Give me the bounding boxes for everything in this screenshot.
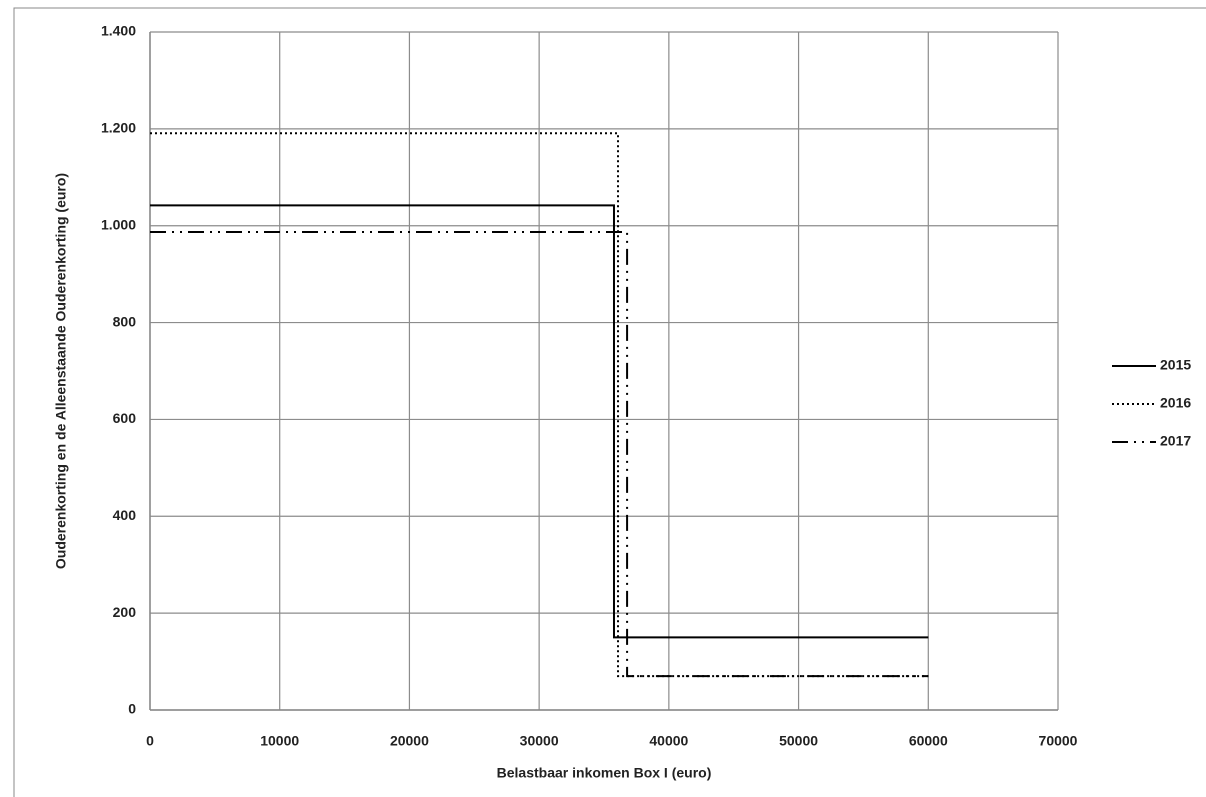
x-tick-label: 60000	[909, 733, 948, 749]
x-tick-label: 70000	[1039, 733, 1078, 749]
legend-label: 2016	[1160, 395, 1191, 411]
y-tick-label: 200	[113, 604, 137, 620]
x-axis-label: Belastbaar inkomen Box I (euro)	[497, 765, 712, 781]
series-line	[150, 204, 929, 639]
chart-frame	[13, 7, 1206, 797]
y-tick-label: 1.400	[101, 23, 136, 39]
y-tick-label: 1.000	[101, 216, 136, 232]
legend-label: 2015	[1160, 357, 1191, 373]
series-line	[150, 231, 929, 678]
x-tick-label: 40000	[649, 733, 688, 749]
legend-label: 2017	[1160, 433, 1191, 449]
y-tick-label: 600	[113, 410, 137, 426]
y-tick-label: 1.200	[101, 120, 136, 136]
x-tick-label: 10000	[260, 733, 299, 749]
y-tick-label: 0	[128, 701, 136, 717]
y-tick-label: 400	[113, 507, 137, 523]
y-axis-label: Ouderenkorting en de Alleenstaande Ouder…	[53, 173, 69, 569]
x-tick-label: 0	[146, 733, 154, 749]
x-tick-label: 50000	[779, 733, 818, 749]
y-tick-label: 800	[113, 313, 137, 329]
x-tick-label: 30000	[520, 733, 559, 749]
x-tick-label: 20000	[390, 733, 429, 749]
